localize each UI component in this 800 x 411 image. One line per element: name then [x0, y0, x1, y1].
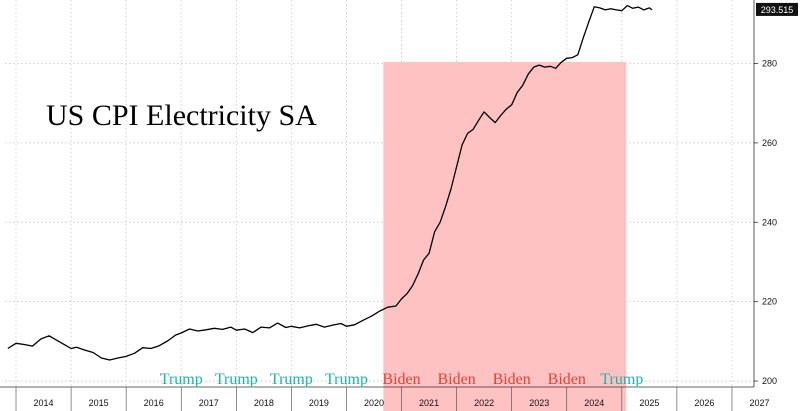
biden-term-highlight [383, 62, 627, 411]
last-value-box [756, 2, 798, 16]
last-value-label: 293.515 [761, 5, 794, 15]
y-axis-ticks: 200 220 240 260 280 [754, 59, 777, 386]
presidency-label-trump: Trump [215, 371, 258, 388]
y-tick-label: 280 [762, 59, 777, 69]
presidency-label-biden: Biden [437, 371, 475, 388]
x-tick-label: 2017 [199, 398, 219, 408]
axes [0, 0, 755, 388]
x-tick-label: 2015 [89, 398, 109, 408]
x-tick-label: 2022 [474, 398, 494, 408]
presidency-label-trump: Trump [160, 371, 203, 388]
grid-lines [5, 0, 754, 387]
series-layer [7, 4, 653, 361]
x-axis-ticks: 2014 2015 2016 2017 2018 2019 2020 2021 2022 2023… [15, 387, 770, 411]
y-tick-label: 220 [762, 297, 777, 307]
x-tick-label: 2026 [694, 398, 714, 408]
presidency-label-trump: Trump [270, 371, 313, 388]
presidency-label-trump: Trump [600, 371, 643, 388]
y-tick-label: 240 [762, 217, 777, 227]
last-value-marker: 293.515 [756, 2, 798, 16]
x-tick-label: 2024 [584, 398, 604, 408]
y-tick-label: 200 [762, 376, 777, 386]
x-tick-label: 2023 [529, 398, 549, 408]
presidency-label-biden: Biden [548, 371, 586, 388]
chart-title: US CPI Electricity SA [46, 99, 317, 132]
x-tick-label: 2021 [419, 398, 439, 408]
presidency-labels: Trump Trump Trump Trump Biden Biden Biden Biden… [160, 371, 644, 388]
presidency-label-trump: Trump [325, 371, 368, 388]
x-tick-label: 2027 [749, 398, 769, 408]
x-tick-label: 2020 [364, 398, 384, 408]
x-tick-label: 2016 [144, 398, 164, 408]
x-tick-label: 2019 [309, 398, 329, 408]
x-tick-label: 2014 [34, 398, 54, 408]
series-line-cpi-electricity [7, 4, 653, 361]
presidency-label-biden: Biden [493, 371, 531, 388]
x-tick-label: 2025 [639, 398, 659, 408]
presidency-label-biden: Biden [382, 371, 420, 388]
x-tick-label: 2018 [254, 398, 274, 408]
y-tick-label: 260 [762, 138, 777, 148]
